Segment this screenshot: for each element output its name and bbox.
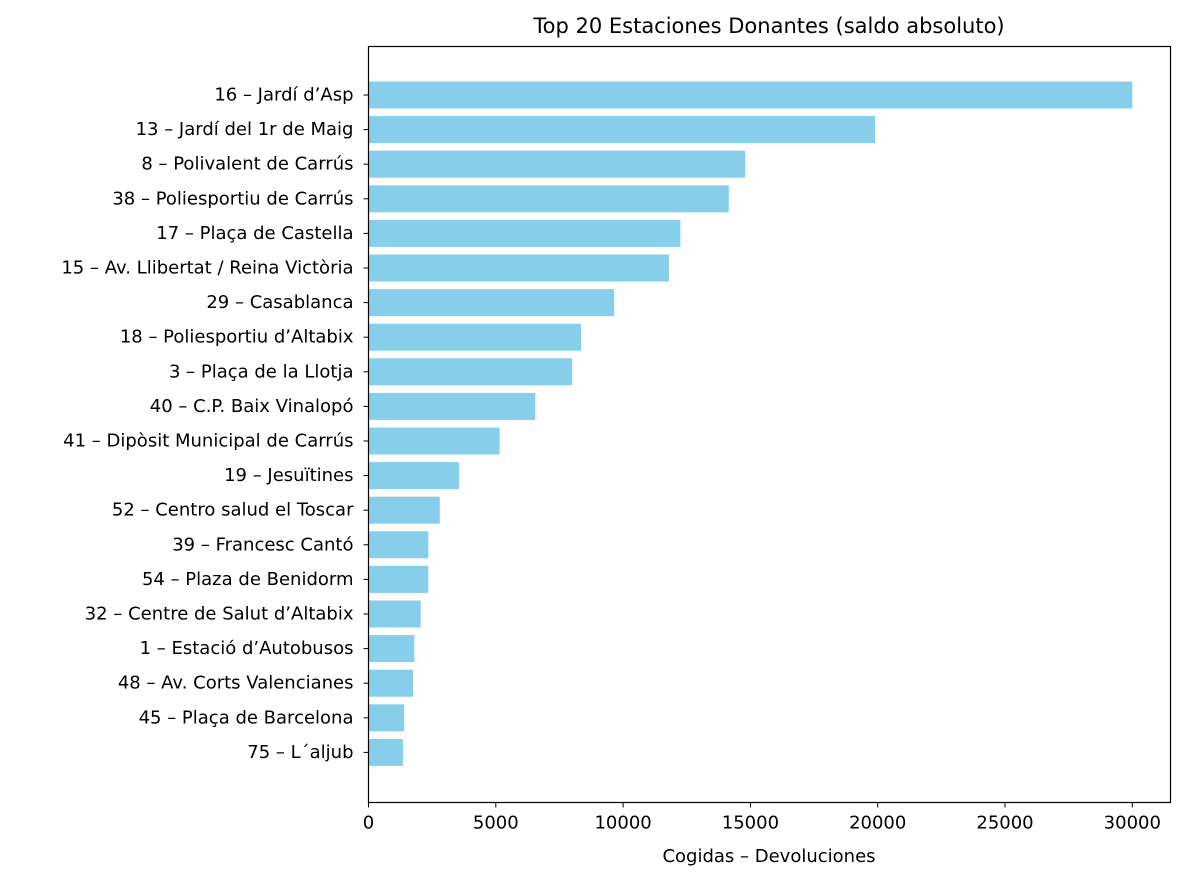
y-tick-labels: 16 – Jardí d’Asp 13 – Jardí del 1r de Mai…: [61, 85, 369, 763]
bar: [368, 738, 403, 766]
bar: [368, 289, 615, 317]
bar: [368, 219, 681, 247]
y-tick-label: 17 – Plaça de Castella: [156, 223, 353, 244]
bar: [368, 600, 421, 628]
x-tick-label: 0: [363, 813, 374, 834]
y-tick-label: 13 – Jardí del 1r de Maig: [136, 119, 354, 140]
plot-frame: [367, 45, 1172, 804]
y-tick-label: 1 – Estació d’Autobusos: [140, 638, 354, 659]
y-tick-label: 3 – Plaça de la Llotja: [169, 361, 354, 382]
y-tick-label: 75 – L´aljub: [247, 742, 353, 763]
y-tick-label: 15 – Av. Llibertat / Reina Victòria: [61, 258, 353, 279]
bar: [368, 358, 573, 386]
bar: [368, 185, 729, 213]
y-tick-label: 39 – Francesc Cantó: [172, 534, 353, 555]
y-tick-label: 29 – Casablanca: [206, 292, 353, 313]
bar: [368, 81, 1133, 109]
y-tick-label: 8 – Polivalent de Carrús: [141, 154, 353, 175]
bar: [368, 150, 746, 178]
x-tick-label: 10000: [594, 813, 651, 834]
bar: [368, 704, 405, 732]
y-tick-label: 16 – Jardí d’Asp: [214, 85, 353, 106]
bar: [368, 254, 669, 282]
x-tick-label: 25000: [976, 813, 1033, 834]
bar: [368, 531, 429, 559]
y-tick-label: 38 – Poliesportiu de Carrús: [112, 188, 353, 209]
bar: [368, 323, 582, 351]
x-ticks: 0 5000 10000 15000 20000 25000 30000: [363, 802, 1161, 834]
y-tick-label: 48 – Av. Corts Valencianes: [118, 673, 354, 694]
y-tick-label: 41 – Dipòsit Municipal de Carrús: [63, 431, 353, 452]
bar: [368, 392, 536, 420]
y-tick-label: 32 – Centre de Salut d’Altabix: [85, 604, 354, 625]
y-tick-label: 54 – Plaza de Benidorm: [142, 569, 354, 590]
x-tick-label: 15000: [722, 813, 779, 834]
x-axis-label: Cogidas – Devoluciones: [662, 846, 875, 867]
x-tick-label: 5000: [473, 813, 519, 834]
x-tick-label: 30000: [1104, 813, 1161, 834]
bar: [368, 669, 414, 697]
bars-group: [368, 81, 1133, 766]
bar: [368, 116, 876, 144]
bar: [368, 462, 459, 490]
y-tick-label: 52 – Centro salud el Toscar: [112, 500, 354, 521]
y-tick-label: 19 – Jesuïtines: [224, 465, 353, 486]
y-tick-label: 45 – Plaça de Barcelona: [139, 707, 354, 728]
bar: [368, 565, 429, 593]
bar: [368, 427, 500, 455]
y-tick-label: 18 – Poliesportiu d’Altabix: [120, 327, 354, 348]
bar: [368, 496, 440, 524]
chart-title: Top 20 Estaciones Donantes (saldo absolu…: [532, 14, 1004, 38]
y-tick-label: 40 – C.P. Baix Vinalopó: [150, 396, 354, 417]
x-tick-label: 20000: [849, 813, 906, 834]
bar: [368, 635, 415, 663]
